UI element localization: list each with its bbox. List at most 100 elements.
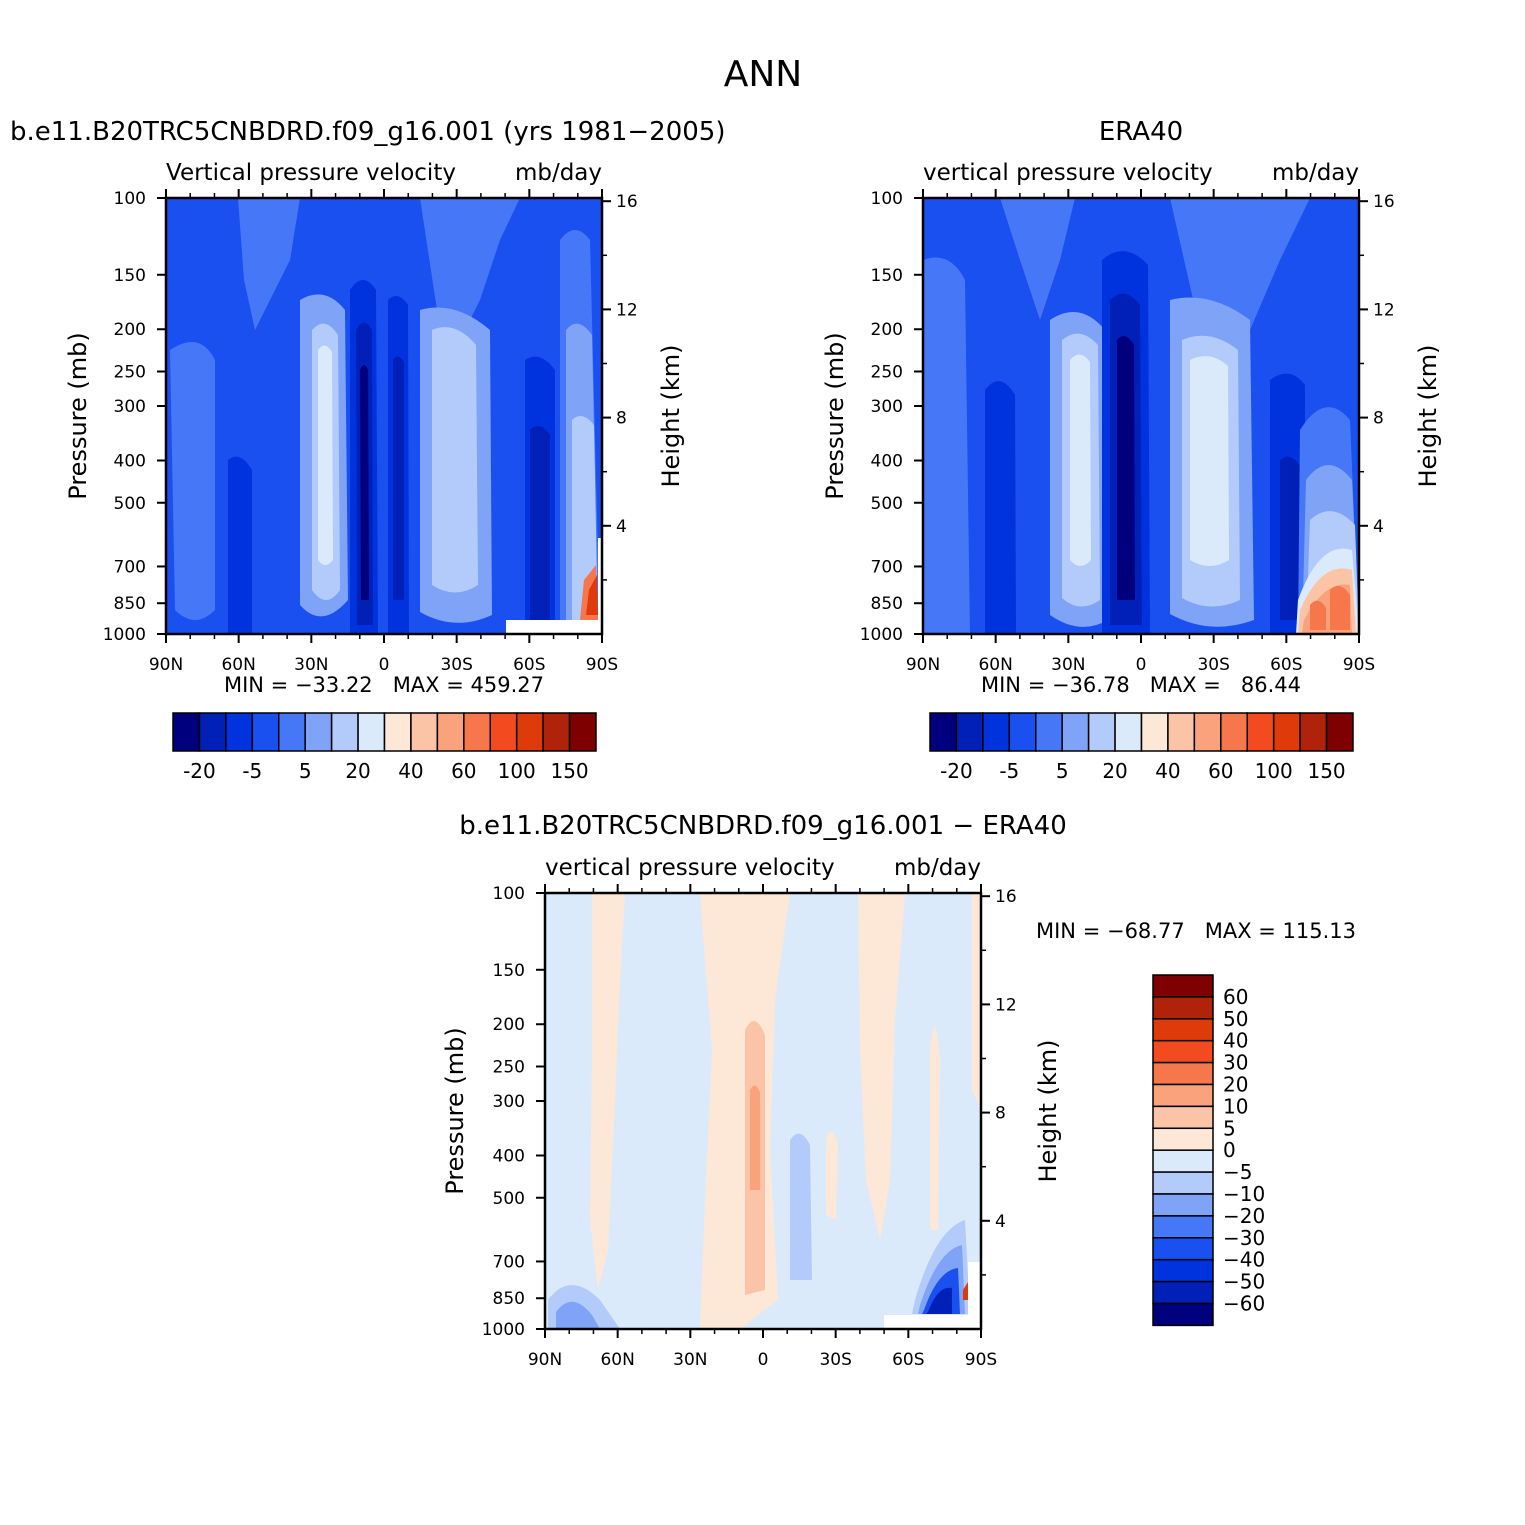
colorbar-label: 100 bbox=[1255, 759, 1293, 783]
colorbar-label: 20 bbox=[345, 759, 370, 783]
contour-positive-band bbox=[930, 1027, 940, 1230]
colorbar-swatch bbox=[1272, 712, 1301, 752]
diff-heatmap bbox=[545, 893, 981, 1329]
colorbar-swatch bbox=[251, 712, 280, 752]
x-tick-label: 90N bbox=[149, 655, 183, 675]
colorbar-swatch bbox=[1140, 712, 1169, 752]
colorbar-swatch bbox=[1220, 712, 1248, 752]
colorbar-swatch bbox=[1152, 1105, 1214, 1130]
colorbar-swatch bbox=[1152, 996, 1214, 1020]
colorbar-label: −60 bbox=[1223, 1292, 1265, 1316]
x-tick-label: 60S bbox=[892, 1350, 924, 1370]
y-tick-label: 1000 bbox=[103, 625, 146, 645]
x-tick-label: 30N bbox=[294, 655, 328, 675]
y-axis-left: 100 150 200 250 300 400 500 700 850 1000 bbox=[482, 884, 545, 1340]
y-axis-right: 16 12 8 4 bbox=[981, 887, 1017, 1276]
contour-light-band bbox=[170, 342, 215, 620]
model-variable-label: Vertical pressure velocity bbox=[166, 160, 456, 186]
contour-positive-band bbox=[586, 575, 598, 615]
colorbar-label: -20 bbox=[940, 759, 973, 783]
y-tick-label: 300 bbox=[114, 397, 146, 417]
y-tick-label: 100 bbox=[493, 884, 525, 904]
y-right-tick-label: 16 bbox=[1373, 192, 1395, 212]
colorbar-label: −30 bbox=[1223, 1226, 1265, 1250]
x-tick-label: 30S bbox=[819, 1350, 851, 1370]
y-right-tick-label: 4 bbox=[1373, 517, 1384, 537]
contour-positive-band bbox=[963, 1282, 968, 1300]
obs-heatmap bbox=[923, 198, 1359, 634]
y-tick-label: 700 bbox=[114, 557, 146, 577]
y-right-tick-label: 12 bbox=[616, 300, 638, 320]
colorbar-swatch bbox=[1299, 712, 1328, 752]
x-tick-label: 60S bbox=[513, 655, 545, 675]
contour-light-band bbox=[1000, 198, 1075, 320]
colorbar-swatch bbox=[330, 712, 359, 752]
y-tick-label: 850 bbox=[493, 1289, 525, 1309]
contour-light-band bbox=[1190, 356, 1229, 566]
colorbar-label: 40 bbox=[1155, 759, 1180, 783]
colorbar-swatch bbox=[225, 712, 254, 752]
colorbar-swatch bbox=[278, 712, 306, 752]
colorbar-swatch bbox=[172, 712, 201, 752]
contour-positive-band bbox=[858, 893, 905, 1240]
y-tick-label: 850 bbox=[871, 594, 903, 614]
missing-data-region bbox=[884, 1315, 981, 1329]
colorbar-swatch bbox=[1152, 1302, 1214, 1327]
contour-light-band bbox=[1070, 354, 1091, 566]
colorbar-swatch bbox=[515, 712, 544, 752]
colorbar-swatch bbox=[1152, 1171, 1214, 1195]
y-right-tick-label: 4 bbox=[995, 1212, 1006, 1232]
colorbar-swatch bbox=[568, 712, 597, 752]
x-tick-label: 60S bbox=[1270, 655, 1302, 675]
contour-positive-band bbox=[1330, 586, 1350, 630]
colorbar-swatch bbox=[1061, 712, 1090, 752]
missing-data-region bbox=[968, 1262, 981, 1329]
colorbar-swatch bbox=[1152, 974, 1214, 998]
colorbar-label: 60 bbox=[451, 759, 476, 783]
contour-dark-band bbox=[985, 381, 1016, 634]
colorbar-swatch bbox=[198, 712, 227, 752]
colorbar-swatch bbox=[1152, 1061, 1214, 1086]
colorbar-swatch bbox=[436, 712, 465, 752]
y-tick-label: 850 bbox=[114, 594, 146, 614]
y-axis-right: 16 12 8 4 bbox=[602, 192, 638, 581]
model-colorbar: -20 -5 5 20 40 60 100 150 bbox=[172, 712, 597, 783]
contour-dark-band bbox=[1280, 456, 1302, 620]
x-tick-label: 60N bbox=[978, 655, 1012, 675]
y-right-tick-label: 4 bbox=[616, 517, 627, 537]
colorbar-swatch bbox=[1114, 712, 1143, 752]
y-tick-label: 100 bbox=[114, 189, 146, 209]
contour-negative-band bbox=[556, 1301, 600, 1329]
colorbar-label: 150 bbox=[550, 759, 588, 783]
y-right-tick-label: 12 bbox=[1373, 300, 1395, 320]
colorbar-swatch bbox=[1152, 1280, 1214, 1305]
contour-dark-band bbox=[530, 426, 550, 620]
x-tick-label: 0 bbox=[1136, 655, 1147, 675]
y-tick-label: 150 bbox=[871, 266, 903, 286]
obs-title: ERA40 bbox=[1099, 117, 1183, 147]
x-tick-label: 60N bbox=[600, 1350, 634, 1370]
colorbar-label: 5 bbox=[299, 759, 312, 783]
colorbar-swatch bbox=[357, 712, 386, 752]
contour-dark-band bbox=[1117, 336, 1135, 600]
colorbar-label: −20 bbox=[1223, 1204, 1265, 1228]
colorbar-swatch bbox=[542, 712, 571, 752]
x-tick-label: 90S bbox=[1343, 655, 1375, 675]
colorbar-swatch bbox=[1152, 1127, 1214, 1151]
y-axis-right: 16 12 8 4 bbox=[1359, 192, 1395, 581]
colorbar-swatch bbox=[1035, 712, 1063, 752]
contour-negative-band bbox=[926, 1287, 952, 1314]
y-axis-title: Pressure (mb) bbox=[64, 332, 92, 499]
missing-data-region bbox=[506, 620, 602, 634]
model-heatmap bbox=[166, 198, 602, 634]
x-tick-label: 90S bbox=[965, 1350, 997, 1370]
colorbar-swatch bbox=[1152, 1039, 1214, 1064]
contour-light-band bbox=[318, 345, 333, 565]
colorbar-swatch bbox=[1152, 1193, 1214, 1217]
y-tick-label: 1000 bbox=[482, 1320, 525, 1340]
colorbar-label: 0 bbox=[1223, 1138, 1236, 1162]
obs-variable-label: vertical pressure velocity bbox=[923, 160, 1213, 186]
diff-units-label: mb/day bbox=[894, 855, 981, 881]
y-right-tick-label: 8 bbox=[1373, 409, 1384, 429]
